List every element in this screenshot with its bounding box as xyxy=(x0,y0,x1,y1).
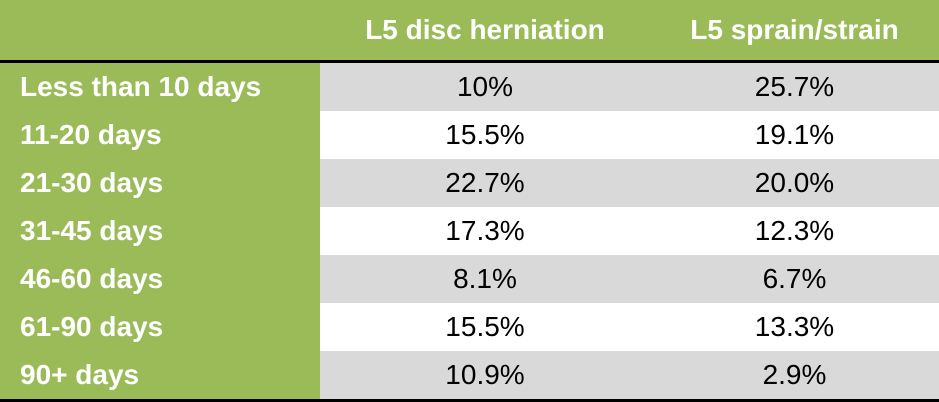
cell-value: 17.3% xyxy=(320,207,650,255)
cell-value: 15.5% xyxy=(320,303,650,351)
cell-value: 2.9% xyxy=(650,351,939,402)
table-body: Less than 10 days 10% 25.7% 11-20 days 15.5%… xyxy=(0,61,939,402)
table-row: 21-30 days 22.7% 20.0% xyxy=(0,159,939,207)
cell-value: 22.7% xyxy=(320,159,650,207)
cell-value: 12.3% xyxy=(650,207,939,255)
table-row: 46-60 days 8.1% 6.7% xyxy=(0,255,939,303)
cell-value: 20.0% xyxy=(650,159,939,207)
table-row: Less than 10 days 10% 25.7% xyxy=(0,61,939,111)
row-label: 11-20 days xyxy=(0,111,320,159)
cell-value: 15.5% xyxy=(320,111,650,159)
cell-value: 25.7% xyxy=(650,61,939,111)
cell-value: 6.7% xyxy=(650,255,939,303)
row-label: 31-45 days xyxy=(0,207,320,255)
cell-value: 19.1% xyxy=(650,111,939,159)
row-label: 61-90 days xyxy=(0,303,320,351)
row-label: 21-30 days xyxy=(0,159,320,207)
table-row: 61-90 days 15.5% 13.3% xyxy=(0,303,939,351)
cell-value: 13.3% xyxy=(650,303,939,351)
row-label: Less than 10 days xyxy=(0,61,320,111)
row-label: 90+ days xyxy=(0,351,320,402)
column-header: L5 sprain/strain xyxy=(650,0,939,63)
table-header: L5 disc herniation L5 sprain/strain xyxy=(0,0,939,63)
header-row: L5 disc herniation L5 sprain/strain xyxy=(0,0,939,63)
table-row: 31-45 days 17.3% 12.3% xyxy=(0,207,939,255)
corner-cell xyxy=(0,0,320,63)
cell-value: 8.1% xyxy=(320,255,650,303)
cell-value: 10% xyxy=(320,61,650,111)
table-row: 90+ days 10.9% 2.9% xyxy=(0,351,939,402)
table-row: 11-20 days 15.5% 19.1% xyxy=(0,111,939,159)
cell-value: 10.9% xyxy=(320,351,650,402)
row-label: 46-60 days xyxy=(0,255,320,303)
column-header: L5 disc herniation xyxy=(320,0,650,63)
